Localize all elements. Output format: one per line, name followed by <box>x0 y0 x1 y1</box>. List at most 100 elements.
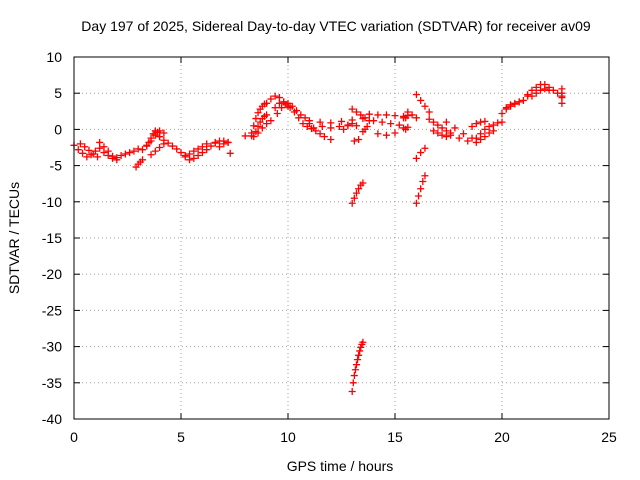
data-point <box>511 100 519 108</box>
data-point <box>507 101 515 109</box>
data-point <box>357 111 365 119</box>
data-point <box>83 153 91 161</box>
data-point <box>74 146 82 154</box>
data-point <box>515 98 523 106</box>
data-point <box>442 133 450 141</box>
data-point <box>541 85 549 93</box>
data-point <box>481 117 489 125</box>
data-point <box>374 130 382 138</box>
data-point <box>430 118 438 126</box>
data-point <box>363 123 371 131</box>
data-point <box>412 114 420 122</box>
data-point <box>365 110 373 118</box>
data-point <box>216 143 224 151</box>
chart-title: Day 197 of 2025, Sidereal Day-to-day VTE… <box>81 18 591 34</box>
data-point <box>301 114 309 122</box>
data-point <box>104 147 112 155</box>
data-point <box>241 132 249 140</box>
data-point <box>404 108 412 116</box>
data-point <box>378 118 386 126</box>
data-point <box>545 86 553 94</box>
data-point <box>350 137 358 145</box>
data-point <box>338 117 345 125</box>
data-point <box>532 89 540 97</box>
data-point <box>254 129 262 137</box>
data-point <box>250 122 258 130</box>
data-point <box>421 144 429 152</box>
data-point <box>130 147 138 155</box>
data-point <box>153 128 161 136</box>
data-point <box>391 112 399 120</box>
x-tick-label: 15 <box>387 429 403 445</box>
data-point <box>359 179 367 187</box>
data-point <box>464 137 472 145</box>
data-point <box>256 118 264 126</box>
y-tick-label: 5 <box>54 85 62 101</box>
data-point <box>147 134 155 142</box>
data-point <box>194 145 202 153</box>
y-tick-label: -20 <box>42 266 62 282</box>
data-point <box>160 136 168 144</box>
data-point <box>348 120 356 128</box>
data-point <box>254 123 262 131</box>
tick-labels: 0 5 10 15 20 25 10 5 0 -5 -10 -15 -20 -25 -30 -35 -40 <box>42 49 617 445</box>
data-point <box>147 151 155 159</box>
data-point <box>344 122 352 130</box>
data-point <box>79 149 87 157</box>
data-point <box>356 347 364 355</box>
data-point <box>327 124 335 132</box>
data-point <box>305 120 313 128</box>
data-point <box>472 134 480 142</box>
y-tick-label: -5 <box>50 158 63 174</box>
data-point <box>415 192 423 200</box>
data-point <box>89 150 97 158</box>
data-point <box>164 139 172 147</box>
data-point <box>430 127 438 135</box>
data-point <box>290 108 298 116</box>
data-point <box>263 111 271 119</box>
data-point <box>190 154 198 162</box>
y-tick-label: -10 <box>42 194 62 210</box>
y-tick-label: -40 <box>42 411 62 427</box>
data-point <box>226 149 234 157</box>
data-point <box>316 118 324 126</box>
data-points <box>70 81 566 395</box>
data-point <box>190 147 198 155</box>
data-point <box>267 95 275 103</box>
data-point <box>275 99 283 107</box>
data-point <box>352 108 360 116</box>
data-point <box>254 109 262 117</box>
data-point <box>391 129 399 137</box>
data-point <box>468 123 476 131</box>
data-point <box>145 138 153 146</box>
data-point <box>395 121 403 129</box>
data-point <box>156 133 164 141</box>
data-point <box>316 130 324 138</box>
data-point <box>419 178 427 186</box>
y-tick-label: 0 <box>54 121 62 137</box>
data-point <box>438 124 446 132</box>
data-point <box>350 194 358 202</box>
data-point <box>485 123 493 131</box>
data-point <box>173 145 181 153</box>
data-point <box>335 123 343 131</box>
data-point <box>186 150 194 158</box>
data-point <box>374 111 382 119</box>
data-point <box>481 125 489 133</box>
data-point <box>434 129 442 137</box>
data-point <box>299 120 307 128</box>
data-point <box>442 118 450 126</box>
data-point <box>194 151 202 159</box>
data-point <box>267 117 275 125</box>
data-point <box>168 142 176 150</box>
data-point <box>156 144 164 151</box>
data-point <box>76 140 84 148</box>
data-point <box>310 124 318 132</box>
data-point <box>498 109 506 117</box>
data-point <box>177 149 185 157</box>
data-point <box>417 149 425 157</box>
data-point <box>151 147 159 155</box>
data-point <box>126 149 134 157</box>
data-point <box>121 150 129 158</box>
